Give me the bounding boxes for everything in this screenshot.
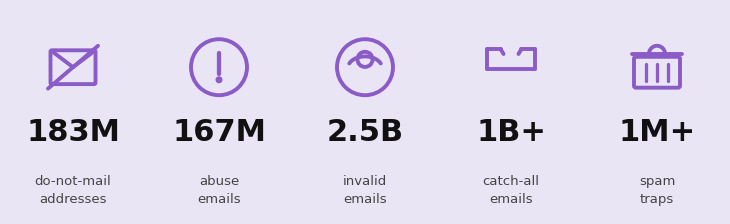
Text: 1M+: 1M+ (618, 118, 696, 147)
Text: 1B+: 1B+ (476, 118, 546, 147)
Text: catch-all
emails: catch-all emails (483, 175, 539, 206)
Text: 2.5B: 2.5B (326, 118, 404, 147)
Text: 183M: 183M (26, 118, 120, 147)
Text: spam
traps: spam traps (639, 175, 675, 206)
Text: invalid
emails: invalid emails (343, 175, 387, 206)
Text: 167M: 167M (172, 118, 266, 147)
Text: abuse
emails: abuse emails (197, 175, 241, 206)
Circle shape (216, 77, 222, 83)
Text: do-not-mail
addresses: do-not-mail addresses (34, 175, 112, 206)
